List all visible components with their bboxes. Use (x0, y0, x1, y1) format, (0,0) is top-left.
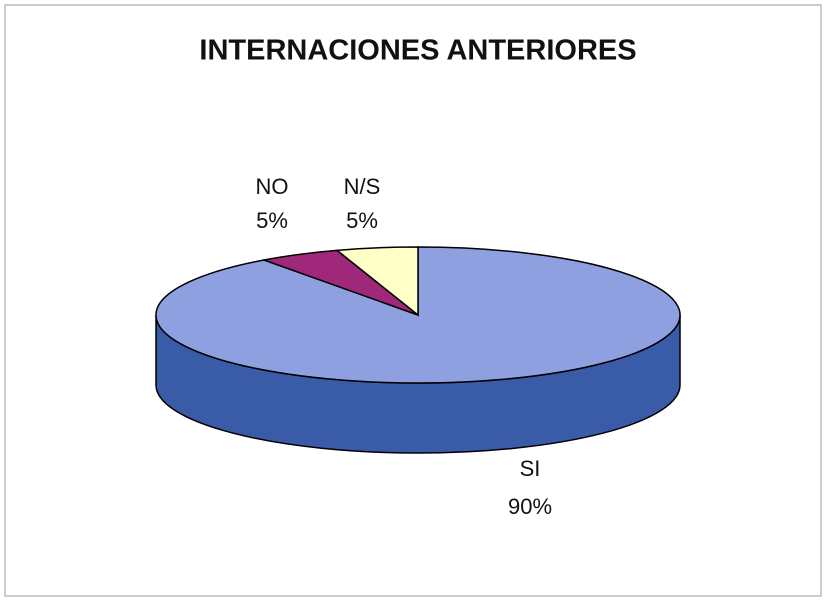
slice-value-label: 90% (508, 494, 552, 519)
slice-label: SI (520, 456, 541, 481)
slice-value-label: 5% (346, 208, 378, 233)
slice-label: NO (256, 174, 289, 199)
chart-title: INTERNACIONES ANTERIORES (199, 35, 636, 67)
slice-label: N/S (344, 174, 381, 199)
slice-value-label: 5% (256, 208, 288, 233)
pie-slice (335, 246, 419, 317)
